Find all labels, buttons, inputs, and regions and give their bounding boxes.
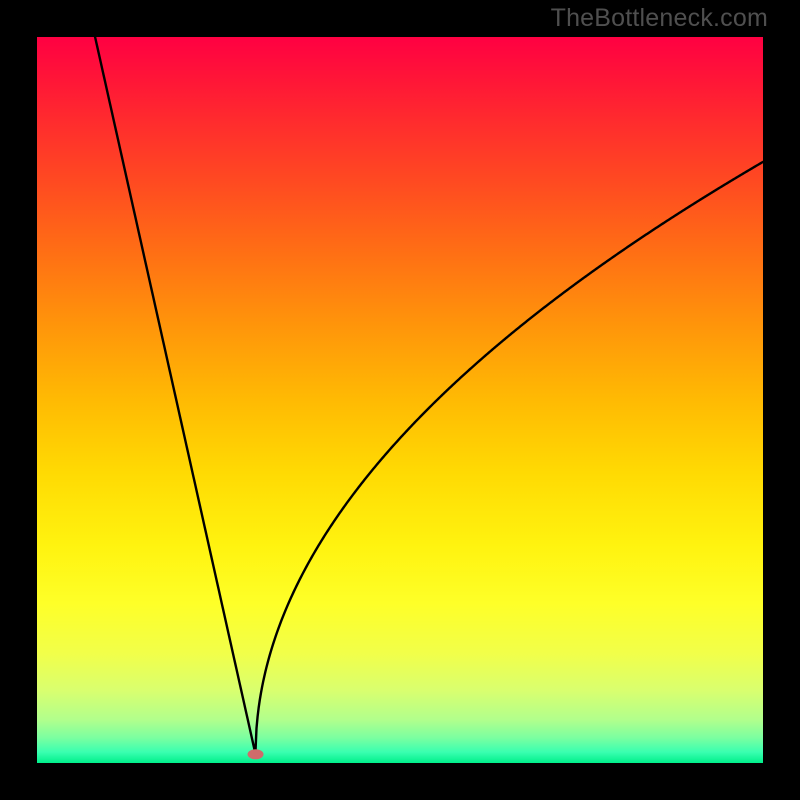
- minimum-marker: [248, 749, 264, 759]
- watermark-label: TheBottleneck.com: [551, 4, 768, 33]
- figure-container: TheBottleneck.com: [0, 0, 800, 800]
- chart-canvas: [0, 0, 800, 800]
- plot-area: [37, 37, 763, 763]
